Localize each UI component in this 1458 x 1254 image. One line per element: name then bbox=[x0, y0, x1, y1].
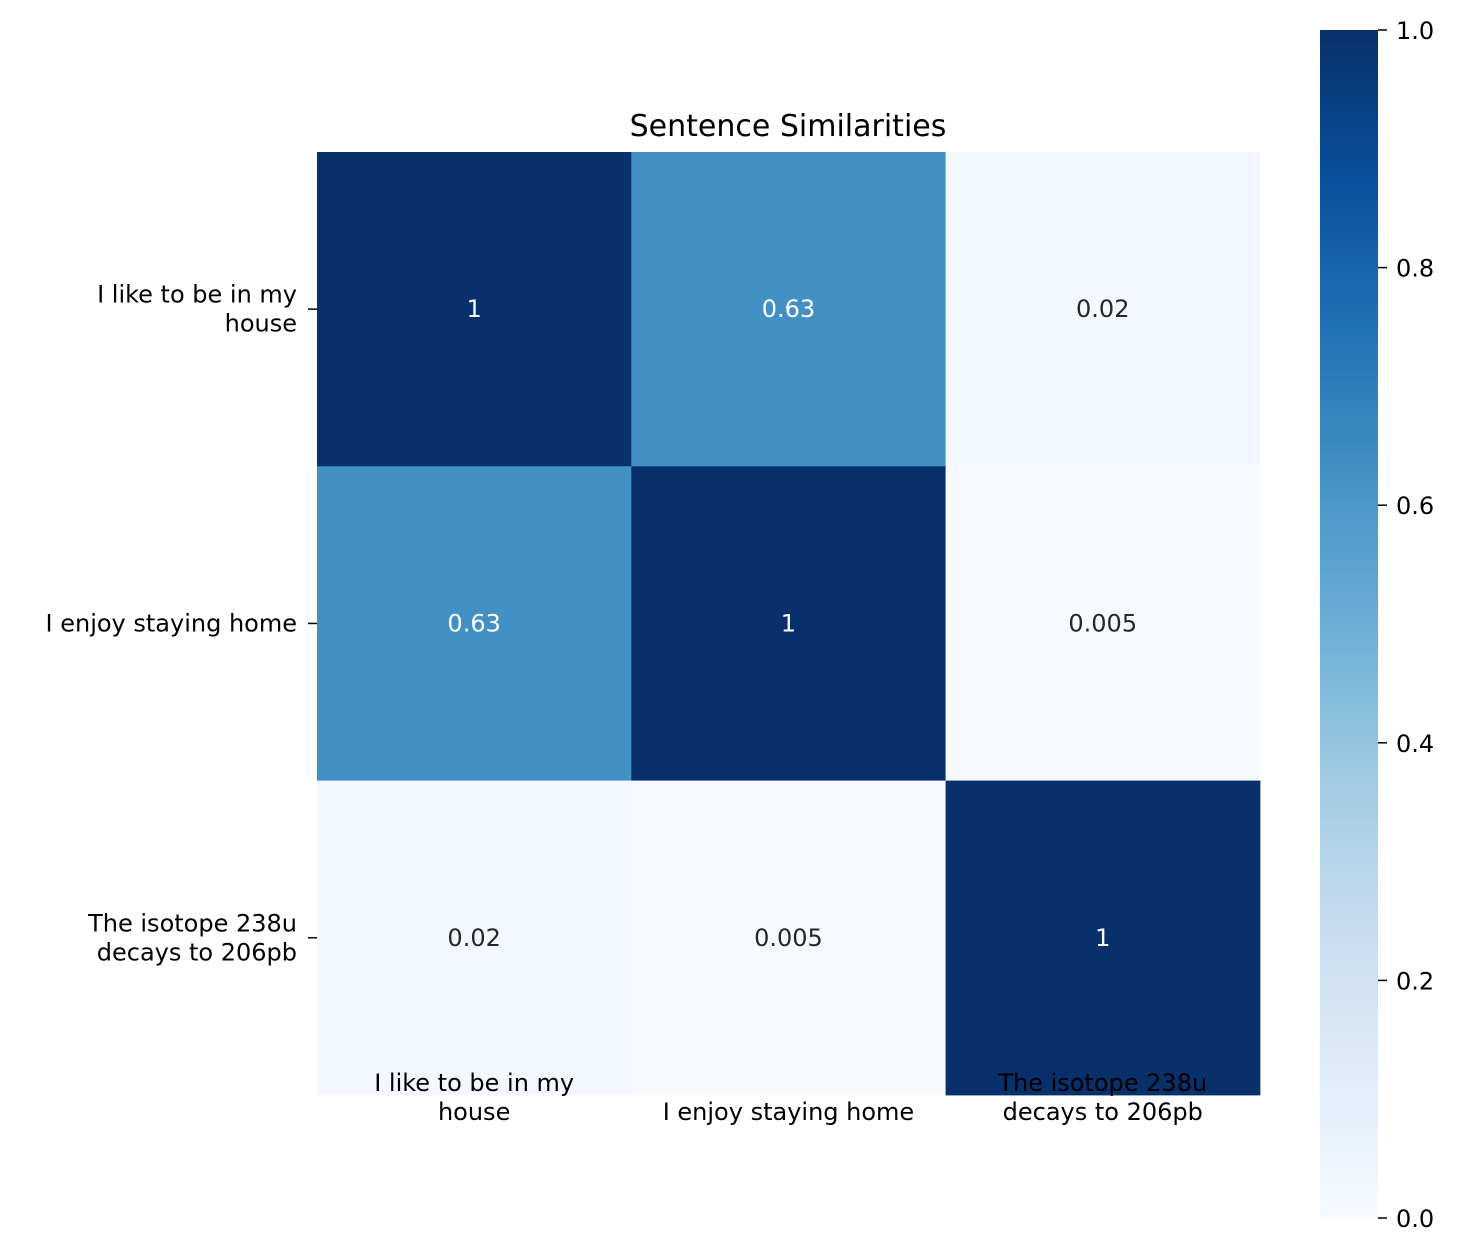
cell-annotation: 0.02 bbox=[1076, 295, 1129, 323]
cell-annotation: 1 bbox=[467, 295, 482, 323]
x-tick-label: The isotope 238u bbox=[997, 1069, 1207, 1097]
heatmap-cell bbox=[945, 780, 1261, 1096]
heatmap-cell bbox=[945, 466, 1261, 782]
y-tick-label: I like to be in my bbox=[97, 281, 297, 309]
cell-annotation: 0.63 bbox=[762, 295, 815, 323]
cell-annotation: 1 bbox=[1095, 924, 1110, 952]
heatmap-cell bbox=[317, 780, 632, 1096]
y-tick-label: The isotope 238u bbox=[87, 909, 297, 937]
heatmap-cell bbox=[317, 152, 632, 467]
x-tick-label: I like to be in my bbox=[374, 1069, 574, 1097]
cell-annotation: 1 bbox=[781, 609, 796, 637]
y-tick-label: I enjoy staying home bbox=[46, 609, 297, 637]
cell-annotation: 0.02 bbox=[447, 924, 500, 952]
x-tick-label: I enjoy staying home bbox=[663, 1098, 914, 1126]
heatmap-cell bbox=[631, 466, 947, 782]
colorbar-tick-label: 0.0 bbox=[1396, 1205, 1434, 1233]
colorbar-gradient bbox=[1320, 30, 1378, 1218]
heatmap-cell bbox=[631, 152, 947, 467]
x-tick-label: decays to 206pb bbox=[1003, 1098, 1203, 1126]
cell-annotations: 1 0.63 0.02 0.63 1 0.005 0.02 0.005 1 bbox=[447, 295, 1137, 952]
x-tick-label: house bbox=[438, 1098, 510, 1126]
colorbar-tick-label: 0.2 bbox=[1396, 967, 1434, 995]
colorbar: 0.0 0.2 0.4 0.6 0.8 1.0 bbox=[1320, 17, 1434, 1233]
colorbar-tick-label: 1.0 bbox=[1396, 17, 1434, 45]
colorbar-tick-label: 0.4 bbox=[1396, 730, 1434, 758]
cell-annotation: 0.63 bbox=[447, 609, 500, 637]
cell-annotation: 0.005 bbox=[754, 924, 823, 952]
y-tick-label: decays to 206pb bbox=[97, 938, 297, 966]
colorbar-tick-label: 0.8 bbox=[1396, 255, 1434, 283]
colorbar-tick-label: 0.6 bbox=[1396, 492, 1434, 520]
cell-annotation: 0.005 bbox=[1068, 609, 1137, 637]
heatmap-cell bbox=[631, 780, 947, 1096]
heatmap-cells bbox=[317, 152, 1261, 1096]
heatmap-cell bbox=[945, 152, 1261, 467]
heatmap-cell bbox=[317, 466, 632, 782]
chart-title: Sentence Similarities bbox=[630, 109, 947, 144]
y-tick-label: house bbox=[225, 310, 297, 338]
